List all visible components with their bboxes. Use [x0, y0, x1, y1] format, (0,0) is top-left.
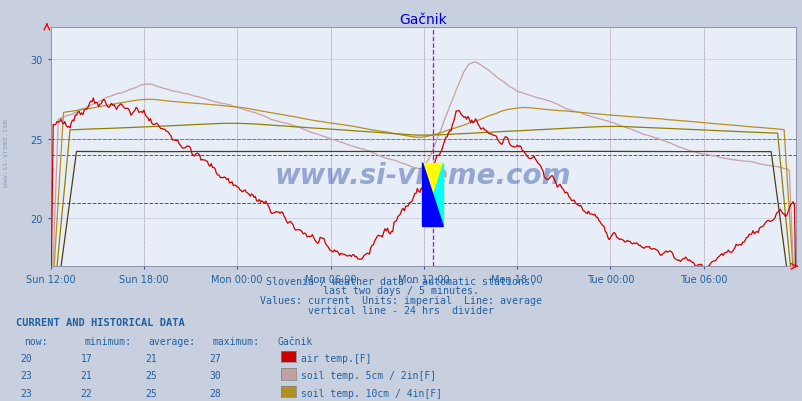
Text: 22: 22 [80, 388, 92, 398]
Text: CURRENT AND HISTORICAL DATA: CURRENT AND HISTORICAL DATA [16, 317, 184, 327]
Text: air temp.[F]: air temp.[F] [301, 353, 371, 363]
Text: soil temp. 10cm / 4in[F]: soil temp. 10cm / 4in[F] [301, 388, 442, 398]
Text: 23: 23 [20, 388, 32, 398]
Text: Gačnik: Gačnik [277, 336, 312, 346]
Text: 28: 28 [209, 388, 221, 398]
Text: 20: 20 [20, 353, 32, 363]
Text: 25: 25 [144, 371, 156, 381]
Text: vertical line - 24 hrs  divider: vertical line - 24 hrs divider [308, 305, 494, 315]
Text: maximum:: maximum: [213, 336, 260, 346]
Text: average:: average: [148, 336, 196, 346]
Text: 21: 21 [80, 371, 92, 381]
Bar [422, 163, 443, 227]
Text: now:: now: [24, 336, 47, 346]
Text: last two days / 5 minutes.: last two days / 5 minutes. [323, 286, 479, 296]
Text: minimum:: minimum: [84, 336, 132, 346]
Text: Slovenia / weather data - automatic stations.: Slovenia / weather data - automatic stat… [266, 276, 536, 286]
Polygon shape [422, 163, 443, 227]
Text: 30: 30 [209, 371, 221, 381]
Text: soil temp. 5cm / 2in[F]: soil temp. 5cm / 2in[F] [301, 371, 435, 381]
Text: www.si-vreme.com: www.si-vreme.com [274, 162, 571, 190]
Text: 25: 25 [144, 388, 156, 398]
Polygon shape [422, 163, 443, 227]
Text: www.si-vreme.com: www.si-vreme.com [3, 118, 10, 186]
Text: Values: current  Units: imperial  Line: average: Values: current Units: imperial Line: av… [260, 295, 542, 305]
Text: 27: 27 [209, 353, 221, 363]
Text: 21: 21 [144, 353, 156, 363]
Text: 23: 23 [20, 371, 32, 381]
Text: 17: 17 [80, 353, 92, 363]
Title: Gačnik: Gačnik [399, 13, 447, 27]
